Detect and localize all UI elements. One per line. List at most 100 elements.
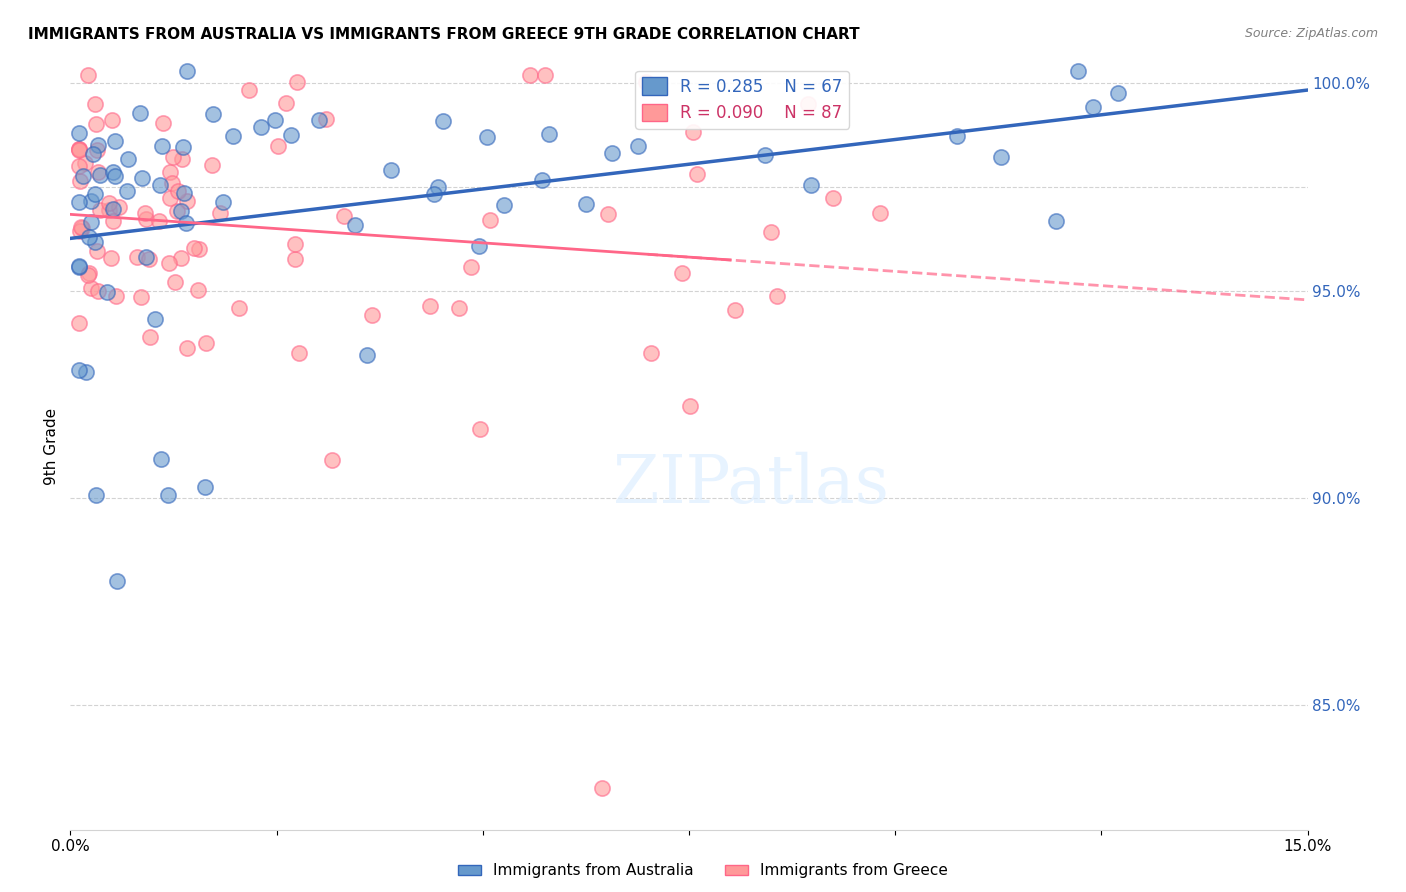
Point — [67, 142, 90, 156]
Point — [176, 342, 198, 356]
Point — [101, 165, 124, 179]
Point — [284, 252, 307, 267]
Point — [591, 781, 613, 796]
Point — [249, 120, 271, 134]
Point — [101, 214, 124, 228]
Point — [75, 366, 97, 380]
Point — [96, 285, 118, 300]
Point — [600, 145, 623, 160]
Point — [315, 112, 337, 126]
Point — [134, 206, 156, 220]
Point — [1045, 214, 1067, 228]
Point — [152, 116, 174, 130]
Point — [69, 224, 91, 238]
Point — [447, 301, 470, 315]
Point — [86, 143, 108, 157]
Point — [176, 63, 198, 78]
Point — [990, 150, 1012, 164]
Point — [104, 289, 127, 303]
Point — [157, 488, 180, 502]
Point — [640, 346, 662, 360]
Point — [160, 177, 183, 191]
Point — [380, 163, 402, 178]
Point — [100, 112, 122, 127]
Point — [821, 192, 844, 206]
Point — [67, 259, 90, 273]
Point — [538, 127, 561, 141]
Point — [173, 186, 195, 200]
Point — [682, 125, 704, 139]
Point — [172, 152, 194, 166]
Point — [67, 260, 90, 274]
Text: ZIPatlas: ZIPatlas — [613, 451, 889, 517]
Point — [115, 184, 138, 198]
Point — [946, 128, 969, 143]
Point — [159, 164, 181, 178]
Point — [263, 112, 285, 127]
Point — [87, 138, 110, 153]
Point — [80, 281, 103, 295]
Point — [1081, 100, 1104, 114]
Point — [89, 169, 111, 183]
Point — [135, 251, 157, 265]
Point — [419, 299, 441, 313]
Point — [117, 152, 139, 166]
Point — [800, 178, 823, 193]
Point — [77, 229, 100, 244]
Point — [77, 266, 100, 280]
Point — [285, 75, 308, 89]
Point — [129, 106, 152, 120]
Point — [82, 146, 104, 161]
Point — [468, 239, 491, 253]
Point — [344, 218, 367, 232]
Point — [107, 201, 129, 215]
Point — [84, 488, 107, 502]
Point — [468, 421, 491, 435]
Point — [308, 112, 330, 127]
Point — [533, 68, 555, 82]
Point — [84, 235, 107, 250]
Point — [194, 480, 217, 494]
Point — [67, 195, 90, 210]
Point — [150, 451, 173, 466]
Point — [125, 251, 148, 265]
Point — [519, 68, 541, 82]
Point — [679, 399, 702, 413]
Point — [195, 336, 218, 351]
Point — [97, 202, 120, 217]
Point — [211, 194, 233, 209]
Point — [67, 142, 90, 156]
Point — [162, 150, 184, 164]
Point — [104, 169, 127, 184]
Point — [73, 156, 96, 170]
Point — [276, 96, 298, 111]
Point — [634, 74, 657, 88]
Legend: R = 0.285    N = 67, R = 0.090    N = 87: R = 0.285 N = 67, R = 0.090 N = 87 — [636, 70, 849, 128]
Point — [575, 197, 598, 211]
Point — [157, 256, 180, 270]
Point — [460, 260, 482, 274]
Point — [209, 206, 232, 220]
Point — [201, 106, 224, 120]
Point — [869, 206, 891, 220]
Point — [159, 191, 181, 205]
Point — [222, 128, 245, 143]
Point — [87, 165, 110, 179]
Point — [139, 330, 162, 344]
Point — [176, 194, 198, 208]
Point — [183, 242, 205, 256]
Point — [70, 220, 93, 235]
Point — [76, 268, 98, 282]
Point — [67, 143, 90, 157]
Y-axis label: 9th Grade: 9th Grade — [44, 408, 59, 484]
Point — [67, 160, 90, 174]
Point — [356, 348, 378, 362]
Point — [72, 169, 94, 183]
Legend: Immigrants from Australia, Immigrants from Greece: Immigrants from Australia, Immigrants fr… — [453, 857, 953, 884]
Point — [188, 242, 211, 256]
Point — [797, 96, 820, 111]
Point — [67, 316, 90, 330]
Text: IMMIGRANTS FROM AUSTRALIA VS IMMIGRANTS FROM GREECE 9TH GRADE CORRELATION CHART: IMMIGRANTS FROM AUSTRALIA VS IMMIGRANTS … — [28, 27, 859, 42]
Point — [1107, 87, 1129, 101]
Text: Source: ZipAtlas.com: Source: ZipAtlas.com — [1244, 27, 1378, 40]
